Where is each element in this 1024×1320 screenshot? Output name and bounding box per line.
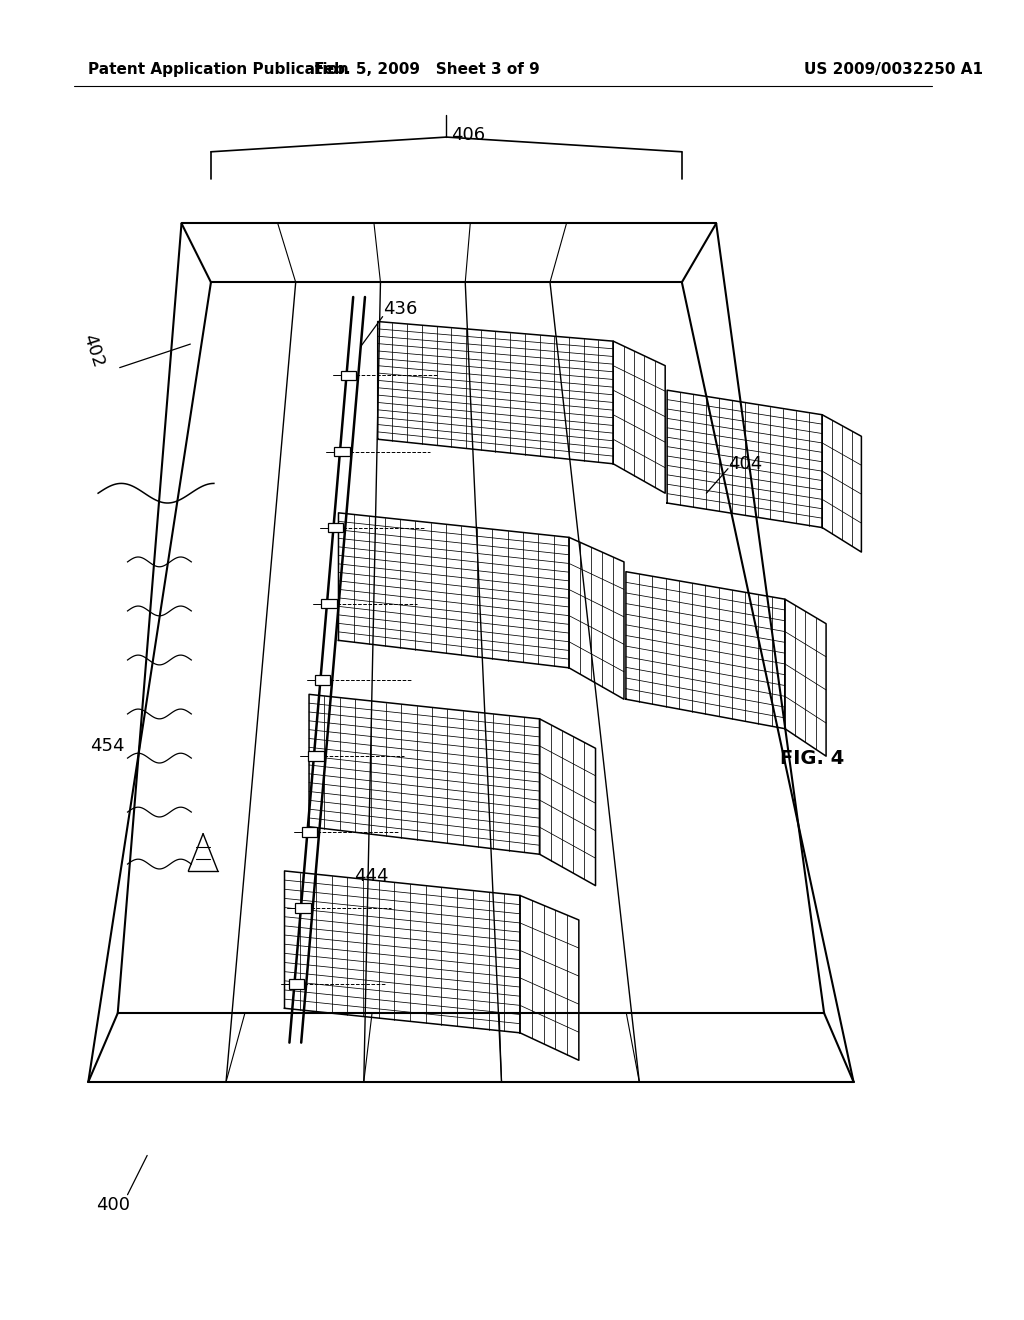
Text: 436: 436 — [383, 300, 417, 318]
Bar — [341, 371, 356, 380]
Bar — [334, 446, 350, 457]
Text: 454: 454 — [90, 738, 125, 755]
Text: Patent Application Publication: Patent Application Publication — [88, 62, 349, 77]
Bar — [328, 523, 343, 532]
Text: 400: 400 — [96, 1196, 130, 1213]
Text: US 2009/0032250 A1: US 2009/0032250 A1 — [805, 62, 983, 77]
Text: 404: 404 — [728, 455, 762, 473]
Bar — [295, 903, 310, 912]
Bar — [289, 979, 304, 989]
Text: Feb. 5, 2009   Sheet 3 of 9: Feb. 5, 2009 Sheet 3 of 9 — [314, 62, 540, 77]
Text: 444: 444 — [353, 867, 388, 884]
Bar — [302, 826, 317, 837]
Text: 402: 402 — [79, 331, 108, 370]
Text: 406: 406 — [452, 127, 485, 144]
Bar — [322, 599, 337, 609]
Bar — [314, 675, 331, 685]
Bar — [308, 751, 324, 760]
Text: FIG. 4: FIG. 4 — [780, 748, 844, 768]
